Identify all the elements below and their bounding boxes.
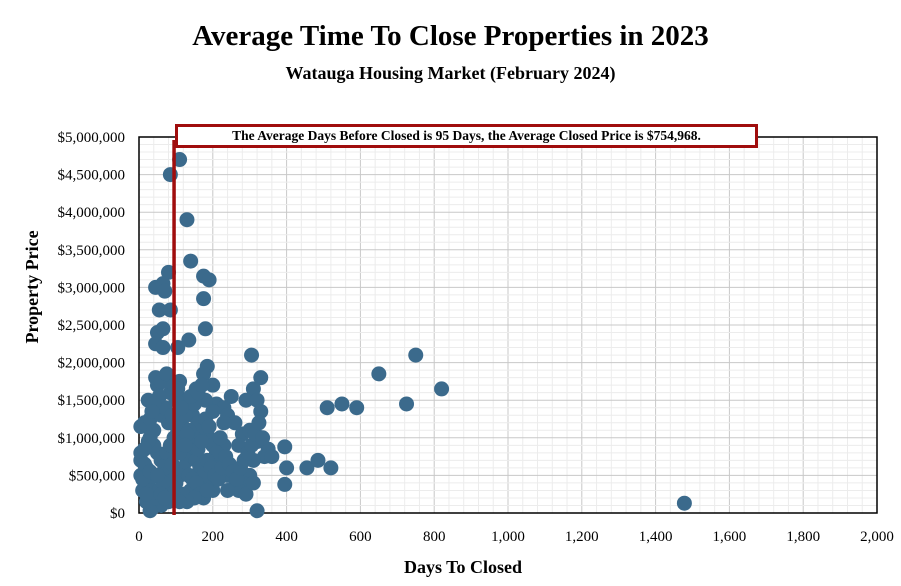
y-axis-ticks: $0 $500,000 $1,000,000 $1,500,000 $2,000,000… xyxy=(58,130,126,522)
data-point xyxy=(159,366,175,382)
x-tick-label: 1,200 xyxy=(565,529,599,545)
data-point xyxy=(173,400,189,416)
data-point xyxy=(249,392,265,408)
data-point xyxy=(264,449,280,465)
data-point xyxy=(244,437,260,453)
data-point xyxy=(196,366,212,382)
y-tick-label: $3,000,000 xyxy=(58,280,126,296)
data-point xyxy=(399,396,415,412)
x-tick-label: 1,600 xyxy=(713,529,747,545)
data-point xyxy=(212,430,228,446)
data-point xyxy=(253,370,269,386)
y-tick-label: $5,000,000 xyxy=(58,130,126,146)
data-point xyxy=(244,347,260,363)
data-point xyxy=(434,381,450,397)
data-point xyxy=(277,439,293,455)
chart-title: Average Time To Close Properties in 2023 xyxy=(192,20,709,52)
y-tick-label: $0 xyxy=(110,506,125,522)
data-point xyxy=(138,486,154,502)
data-point xyxy=(188,475,204,491)
data-point xyxy=(205,403,221,419)
data-point xyxy=(676,495,692,511)
data-point xyxy=(277,476,293,492)
average-annotation-box: The Average Days Before Closed is 95 Day… xyxy=(175,124,758,148)
y-tick-label: $500,000 xyxy=(69,468,125,484)
x-axis-ticks: 0 200 400 600 800 1,000 1,200 1,400 1,600 1,800 2,… xyxy=(135,529,894,545)
data-point xyxy=(319,400,335,416)
data-point xyxy=(196,291,212,307)
y-tick-label: $4,000,000 xyxy=(58,205,126,221)
data-point xyxy=(223,388,239,404)
data-point xyxy=(155,321,171,337)
data-point xyxy=(245,475,261,491)
data-point xyxy=(201,272,217,288)
data-point xyxy=(299,460,315,476)
data-point xyxy=(408,347,424,363)
data-point xyxy=(179,426,195,442)
data-point xyxy=(177,437,193,453)
data-point xyxy=(161,264,177,280)
data-point xyxy=(349,400,365,416)
data-point xyxy=(210,471,226,487)
data-point xyxy=(310,452,326,468)
x-tick-label: 800 xyxy=(423,529,446,545)
y-tick-label: $1,500,000 xyxy=(58,393,126,409)
x-tick-label: 0 xyxy=(135,529,143,545)
x-tick-label: 400 xyxy=(275,529,298,545)
data-point xyxy=(229,471,245,487)
data-point xyxy=(245,381,261,397)
data-point xyxy=(205,377,221,393)
data-point xyxy=(371,366,387,382)
data-point xyxy=(181,332,197,348)
data-point xyxy=(201,419,217,435)
y-tick-label: $1,000,000 xyxy=(58,431,126,447)
data-point xyxy=(334,396,350,412)
data-point xyxy=(157,283,173,299)
y-tick-label: $4,500,000 xyxy=(58,168,126,184)
data-points xyxy=(133,152,692,519)
data-point xyxy=(157,490,173,506)
x-axis-title: Days To Closed xyxy=(404,557,522,577)
data-point xyxy=(323,460,339,476)
data-point xyxy=(151,302,167,318)
data-point xyxy=(149,467,165,483)
data-point xyxy=(249,503,265,519)
data-point xyxy=(238,392,254,408)
x-tick-label: 1,000 xyxy=(491,529,525,545)
data-point xyxy=(251,415,267,431)
y-axis-title: Property Price xyxy=(22,230,42,343)
data-point xyxy=(194,377,210,393)
x-tick-label: 200 xyxy=(202,529,225,545)
x-tick-label: 2,000 xyxy=(860,529,894,545)
data-point xyxy=(137,441,153,457)
x-tick-label: 1,400 xyxy=(639,529,673,545)
data-point xyxy=(155,340,171,356)
y-tick-label: $2,500,000 xyxy=(58,318,126,334)
data-point xyxy=(172,152,188,168)
data-point xyxy=(183,253,199,269)
y-tick-label: $3,500,000 xyxy=(58,243,126,259)
x-tick-label: 1,800 xyxy=(786,529,820,545)
data-point xyxy=(194,434,210,450)
average-annotation-text: The Average Days Before Closed is 95 Day… xyxy=(232,128,701,143)
chart-subtitle: Watauga Housing Market (February 2024) xyxy=(285,63,616,83)
data-point xyxy=(179,212,195,228)
data-point xyxy=(255,430,271,446)
data-point xyxy=(172,494,188,510)
data-point xyxy=(253,403,269,419)
data-point xyxy=(238,486,254,502)
x-tick-label: 600 xyxy=(349,529,372,545)
data-point xyxy=(220,482,236,498)
data-point xyxy=(144,403,160,419)
data-point xyxy=(164,456,180,472)
y-tick-label: $2,000,000 xyxy=(58,356,126,372)
data-point xyxy=(216,415,232,431)
data-point xyxy=(279,460,295,476)
data-point xyxy=(199,482,215,498)
data-point xyxy=(197,321,213,337)
data-point xyxy=(227,415,243,431)
